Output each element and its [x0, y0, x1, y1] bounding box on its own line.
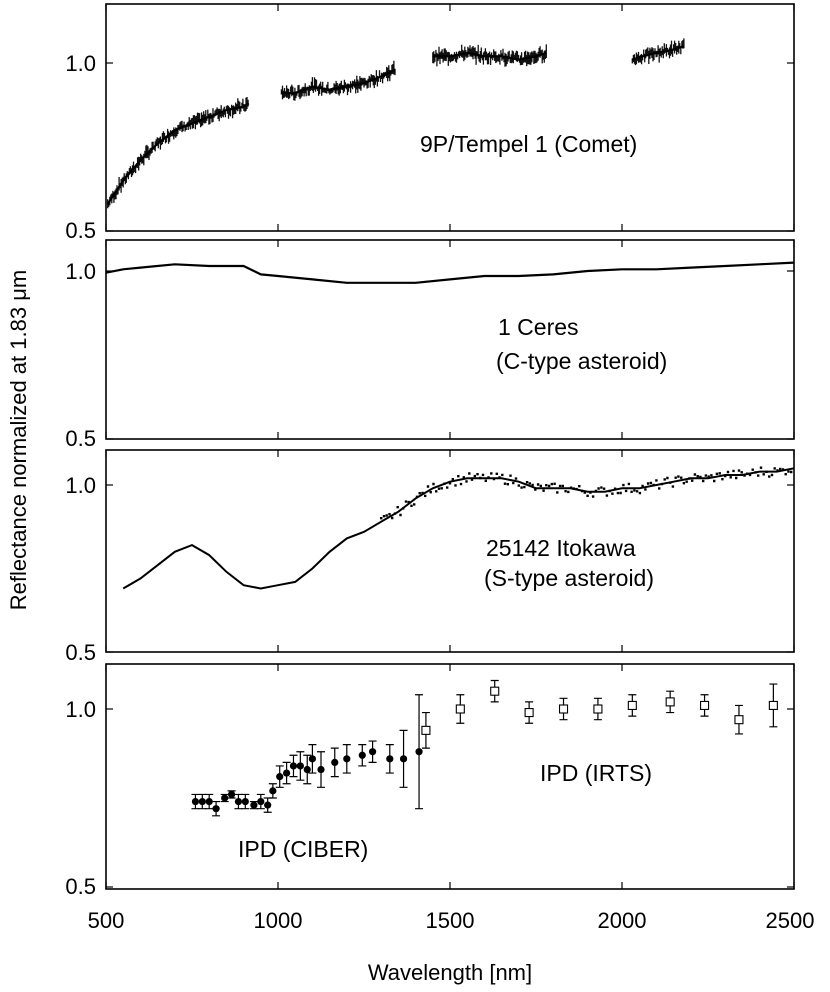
irts-data-point — [524, 708, 534, 718]
comet-spectrum-trend-segment-1 — [106, 102, 250, 205]
ciber-data-point — [212, 805, 220, 813]
y-axis-title: Reflectance normalized at 1.83 μm — [6, 270, 31, 610]
ytick-label-itokawa-0.5: 0.5 — [65, 640, 96, 665]
ciber-data-point — [386, 755, 394, 763]
ciber-data-point — [191, 797, 200, 806]
ciber-data-point — [283, 769, 291, 777]
comet-spectrum-trend-segment-4 — [631, 45, 685, 61]
irts-data-point — [490, 686, 500, 696]
itokawa-spectrum-noise — [380, 466, 793, 520]
label-comet: 9P/Tempel 1 (Comet) — [420, 131, 637, 157]
ciber-data-point — [343, 755, 351, 763]
irts-data-point — [768, 700, 778, 710]
ciber-data-point — [257, 797, 265, 806]
ciber-data-point — [317, 765, 325, 774]
ciber-data-point — [289, 762, 298, 770]
ceres-spectrum-line — [105, 261, 795, 284]
ciber-data-point — [369, 748, 377, 756]
panel-frame-ceres — [105, 239, 795, 440]
ytick-label-ceres-0.5: 0.5 — [65, 426, 96, 451]
ciber-data-point — [221, 794, 229, 802]
ciber-data-point — [241, 797, 249, 806]
label-itokawa-type: (S-type asteroid) — [484, 565, 654, 591]
irts-data-point — [421, 725, 431, 735]
x-axis-title: Wavelength [nm] — [368, 960, 532, 985]
xtick-label-500: 500 — [88, 908, 125, 933]
comet-spectrum-trend-segment-3 — [432, 51, 547, 61]
irts-data-point — [455, 704, 465, 714]
ciber-data-point — [276, 773, 284, 781]
ciber-data-point — [331, 758, 339, 767]
ciber-data-point — [264, 801, 272, 809]
irts-data-point — [593, 704, 603, 714]
comet-spectrum-trend-segment-2 — [281, 68, 396, 95]
ytick-label-comet-0.5: 0.5 — [65, 218, 96, 243]
comet-spectrum-segment-2 — [280, 60, 396, 101]
ciber-data-point — [269, 787, 277, 795]
ciber-data-point — [198, 797, 206, 806]
ciber-data-point — [308, 755, 316, 763]
ytick-label-ipd-1.0: 1.0 — [65, 697, 96, 722]
ciber-data-point — [399, 755, 408, 763]
irts-data-point — [627, 700, 637, 710]
ciber-data-point — [250, 801, 258, 809]
label-itokawa-name: 25142 Itokawa — [486, 535, 636, 561]
xtick-label-2000: 2000 — [598, 908, 647, 933]
label-ipd-irts: IPD (IRTS) — [540, 760, 652, 786]
label-ceres-type: (C-type asteroid) — [496, 348, 667, 374]
label-ceres-name: 1 Ceres — [498, 314, 579, 340]
ciber-data-point — [296, 762, 304, 770]
label-ipd-ciber: IPD (CIBER) — [238, 836, 368, 862]
comet-spectrum-segment-1 — [107, 97, 249, 209]
xtick-label-1500: 1500 — [426, 908, 475, 933]
xtick-label-2500: 2500 — [766, 908, 815, 933]
irts-data-point — [558, 704, 569, 714]
ciber-data-point — [205, 797, 213, 806]
ciber-data-point — [303, 765, 311, 774]
ytick-label-itokawa-1.0: 1.0 — [65, 473, 96, 498]
itokawa-spectrum-line — [122, 467, 795, 590]
xtick-label-1000: 1000 — [254, 908, 303, 933]
ciber-data-point — [234, 797, 243, 806]
ciber-data-point — [227, 790, 236, 799]
panel-frame-itokawa — [105, 449, 795, 653]
panel-frame-ipd — [105, 663, 795, 890]
ciber-data-point — [358, 751, 366, 759]
irts-data-point — [734, 715, 744, 725]
ytick-label-ipd-0.5: 0.5 — [65, 874, 96, 899]
irts-data-point — [665, 697, 675, 707]
irts-data-point — [700, 700, 710, 710]
ciber-data-point — [415, 748, 423, 756]
ytick-label-comet-1.0: 1.0 — [65, 51, 96, 76]
ytick-label-ceres-1.0: 1.0 — [65, 259, 96, 284]
